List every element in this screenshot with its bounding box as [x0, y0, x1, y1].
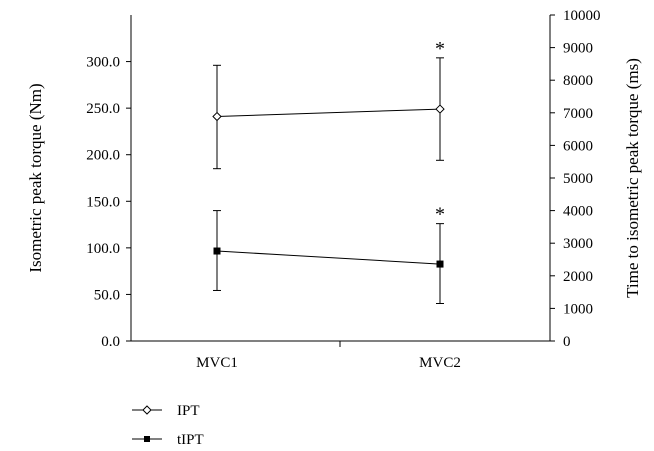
left-tick-label: 50.0 — [94, 287, 120, 303]
legend-item-ipt: IPT — [132, 403, 200, 419]
x-axis-labels: MVC1 MVC2 — [196, 355, 461, 371]
right-axis-ticks: 0 1000 2000 3000 4000 5000 6000 7000 8000 9000 100… — [550, 8, 601, 350]
legend-item-tipt: tIPT — [132, 432, 204, 448]
significance-marker: * — [435, 38, 445, 60]
significance-marker: * — [435, 204, 445, 226]
left-tick-label: 200.0 — [86, 148, 120, 164]
series-tipt-line — [216, 250, 441, 265]
data-point — [435, 104, 445, 114]
legend-tipt-marker — [144, 436, 150, 442]
right-tick-label: 3000 — [563, 236, 593, 252]
right-tick-label: 8000 — [563, 73, 593, 89]
right-tick-label: 6000 — [563, 138, 593, 154]
x-category-label: MVC2 — [419, 355, 461, 371]
left-tick-label: 150.0 — [86, 194, 120, 210]
right-tick-label: 5000 — [563, 171, 593, 187]
left-tick-label: 300.0 — [86, 55, 120, 71]
left-tick-label: 0.0 — [101, 334, 120, 350]
right-tick-label: 10000 — [563, 8, 601, 24]
left-axis-title: Isometric peak torque (Nm) — [26, 83, 45, 272]
legend-ipt-marker — [142, 405, 152, 415]
left-tick-label: 100.0 — [86, 241, 120, 257]
series-tipt: * — [213, 204, 445, 305]
left-tick-label: 250.0 — [86, 101, 120, 117]
x-category-label: MVC1 — [196, 355, 238, 371]
legend-ipt-label: IPT — [177, 403, 200, 419]
data-point — [213, 247, 221, 255]
data-point — [212, 111, 222, 122]
left-axis-ticks: 0.0 50.0 100.0 150.0 200.0 250.0 300.0 — [86, 55, 131, 350]
right-tick-label: 2000 — [563, 269, 593, 285]
series-ipt-line — [216, 108, 441, 118]
right-tick-label: 0 — [563, 334, 571, 350]
legend-tipt-label: tIPT — [177, 432, 204, 448]
series-ipt: * — [212, 38, 445, 170]
series-layer: ** — [212, 38, 445, 305]
right-axis-title: Time to isometric peak torque (ms) — [623, 58, 642, 298]
right-tick-label: 9000 — [563, 41, 593, 57]
right-tick-label: 7000 — [563, 106, 593, 122]
legend: IPT tIPT — [132, 403, 204, 448]
data-point — [436, 260, 444, 268]
right-tick-label: 4000 — [563, 204, 593, 220]
right-tick-label: 1000 — [563, 301, 593, 317]
